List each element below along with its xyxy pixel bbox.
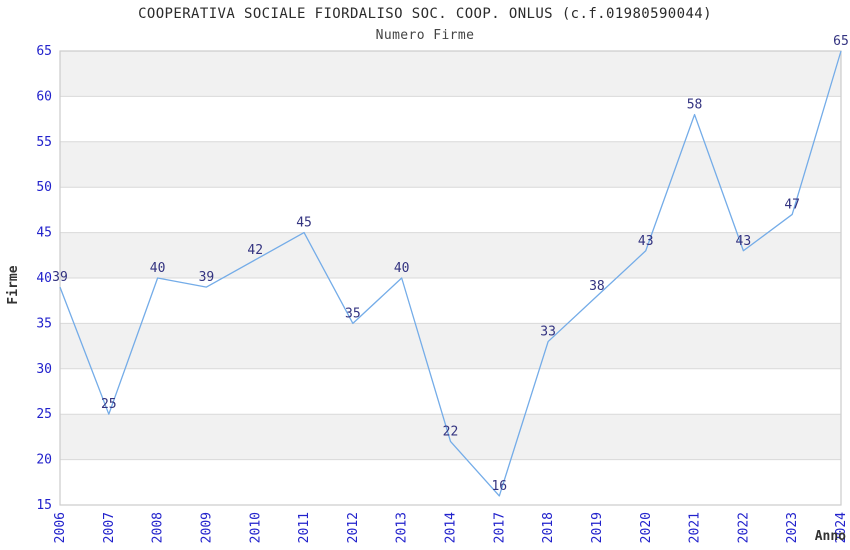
chart-subtitle: Numero Firme xyxy=(375,28,475,43)
data-point-label: 22 xyxy=(443,424,459,439)
data-point-label: 43 xyxy=(638,234,654,249)
data-point-label: 43 xyxy=(736,234,752,249)
plot-band xyxy=(60,414,841,460)
data-point-label: 38 xyxy=(589,279,605,294)
x-tick-label: 2012 xyxy=(346,512,361,543)
data-point-label: 40 xyxy=(394,261,410,276)
data-point-label: 47 xyxy=(784,197,800,212)
y-tick-label: 55 xyxy=(36,135,52,150)
plot-band xyxy=(60,51,841,97)
data-point-label: 65 xyxy=(833,34,849,49)
x-tick-label: 2024 xyxy=(834,512,849,543)
y-tick-label: 25 xyxy=(36,407,52,422)
data-point-label: 58 xyxy=(687,98,703,113)
x-tick-label: 2013 xyxy=(395,512,410,543)
x-tick-label: 2011 xyxy=(297,512,312,543)
y-tick-label: 35 xyxy=(36,316,52,331)
plot-band xyxy=(60,232,841,278)
x-tick-label: 2020 xyxy=(639,512,654,543)
y-tick-label: 40 xyxy=(36,271,52,286)
y-tick-label: 20 xyxy=(36,453,52,468)
x-tick-label: 2019 xyxy=(590,512,605,543)
plot-band xyxy=(60,141,841,188)
chart-title: COOPERATIVA SOCIALE FIORDALISO SOC. COOP… xyxy=(138,6,712,22)
x-tick-label: 2022 xyxy=(736,512,751,543)
data-point-label: 39 xyxy=(199,270,215,285)
x-axis-label: Anno xyxy=(815,529,846,544)
data-line xyxy=(59,50,842,497)
data-point-label: 40 xyxy=(150,261,166,276)
x-tick-label: 2021 xyxy=(688,512,703,543)
x-tick-label: 2017 xyxy=(492,512,507,543)
y-tick-label: 15 xyxy=(36,498,52,513)
plot-border xyxy=(59,50,842,506)
y-tick-label: 65 xyxy=(36,44,52,59)
x-tick-label: 2009 xyxy=(199,512,214,543)
y-axis-label: Firme xyxy=(6,265,21,304)
x-tick-label: 2010 xyxy=(248,512,263,543)
plot-generated-layer: 3925403942453540221633384358434765152025… xyxy=(36,34,849,543)
y-tick-label: 30 xyxy=(36,362,52,377)
data-point-label: 45 xyxy=(296,216,312,231)
plot-band xyxy=(60,323,841,369)
x-tick-label: 2006 xyxy=(53,512,68,543)
x-tick-label: 2007 xyxy=(102,512,117,543)
data-point-label: 39 xyxy=(52,270,68,285)
x-tick-label: 2008 xyxy=(151,512,166,543)
data-point-label: 42 xyxy=(247,243,263,258)
x-tick-label: 2018 xyxy=(541,512,556,543)
x-tick-label: 2014 xyxy=(444,512,459,543)
data-point-label: 35 xyxy=(345,306,361,321)
x-tick-label: 2023 xyxy=(785,512,800,543)
data-point-label: 33 xyxy=(540,325,556,340)
y-tick-label: 50 xyxy=(36,180,52,195)
y-tick-label: 45 xyxy=(36,226,52,241)
data-point-label: 16 xyxy=(491,479,507,494)
data-point-label: 25 xyxy=(101,397,117,412)
y-tick-label: 60 xyxy=(36,89,52,104)
